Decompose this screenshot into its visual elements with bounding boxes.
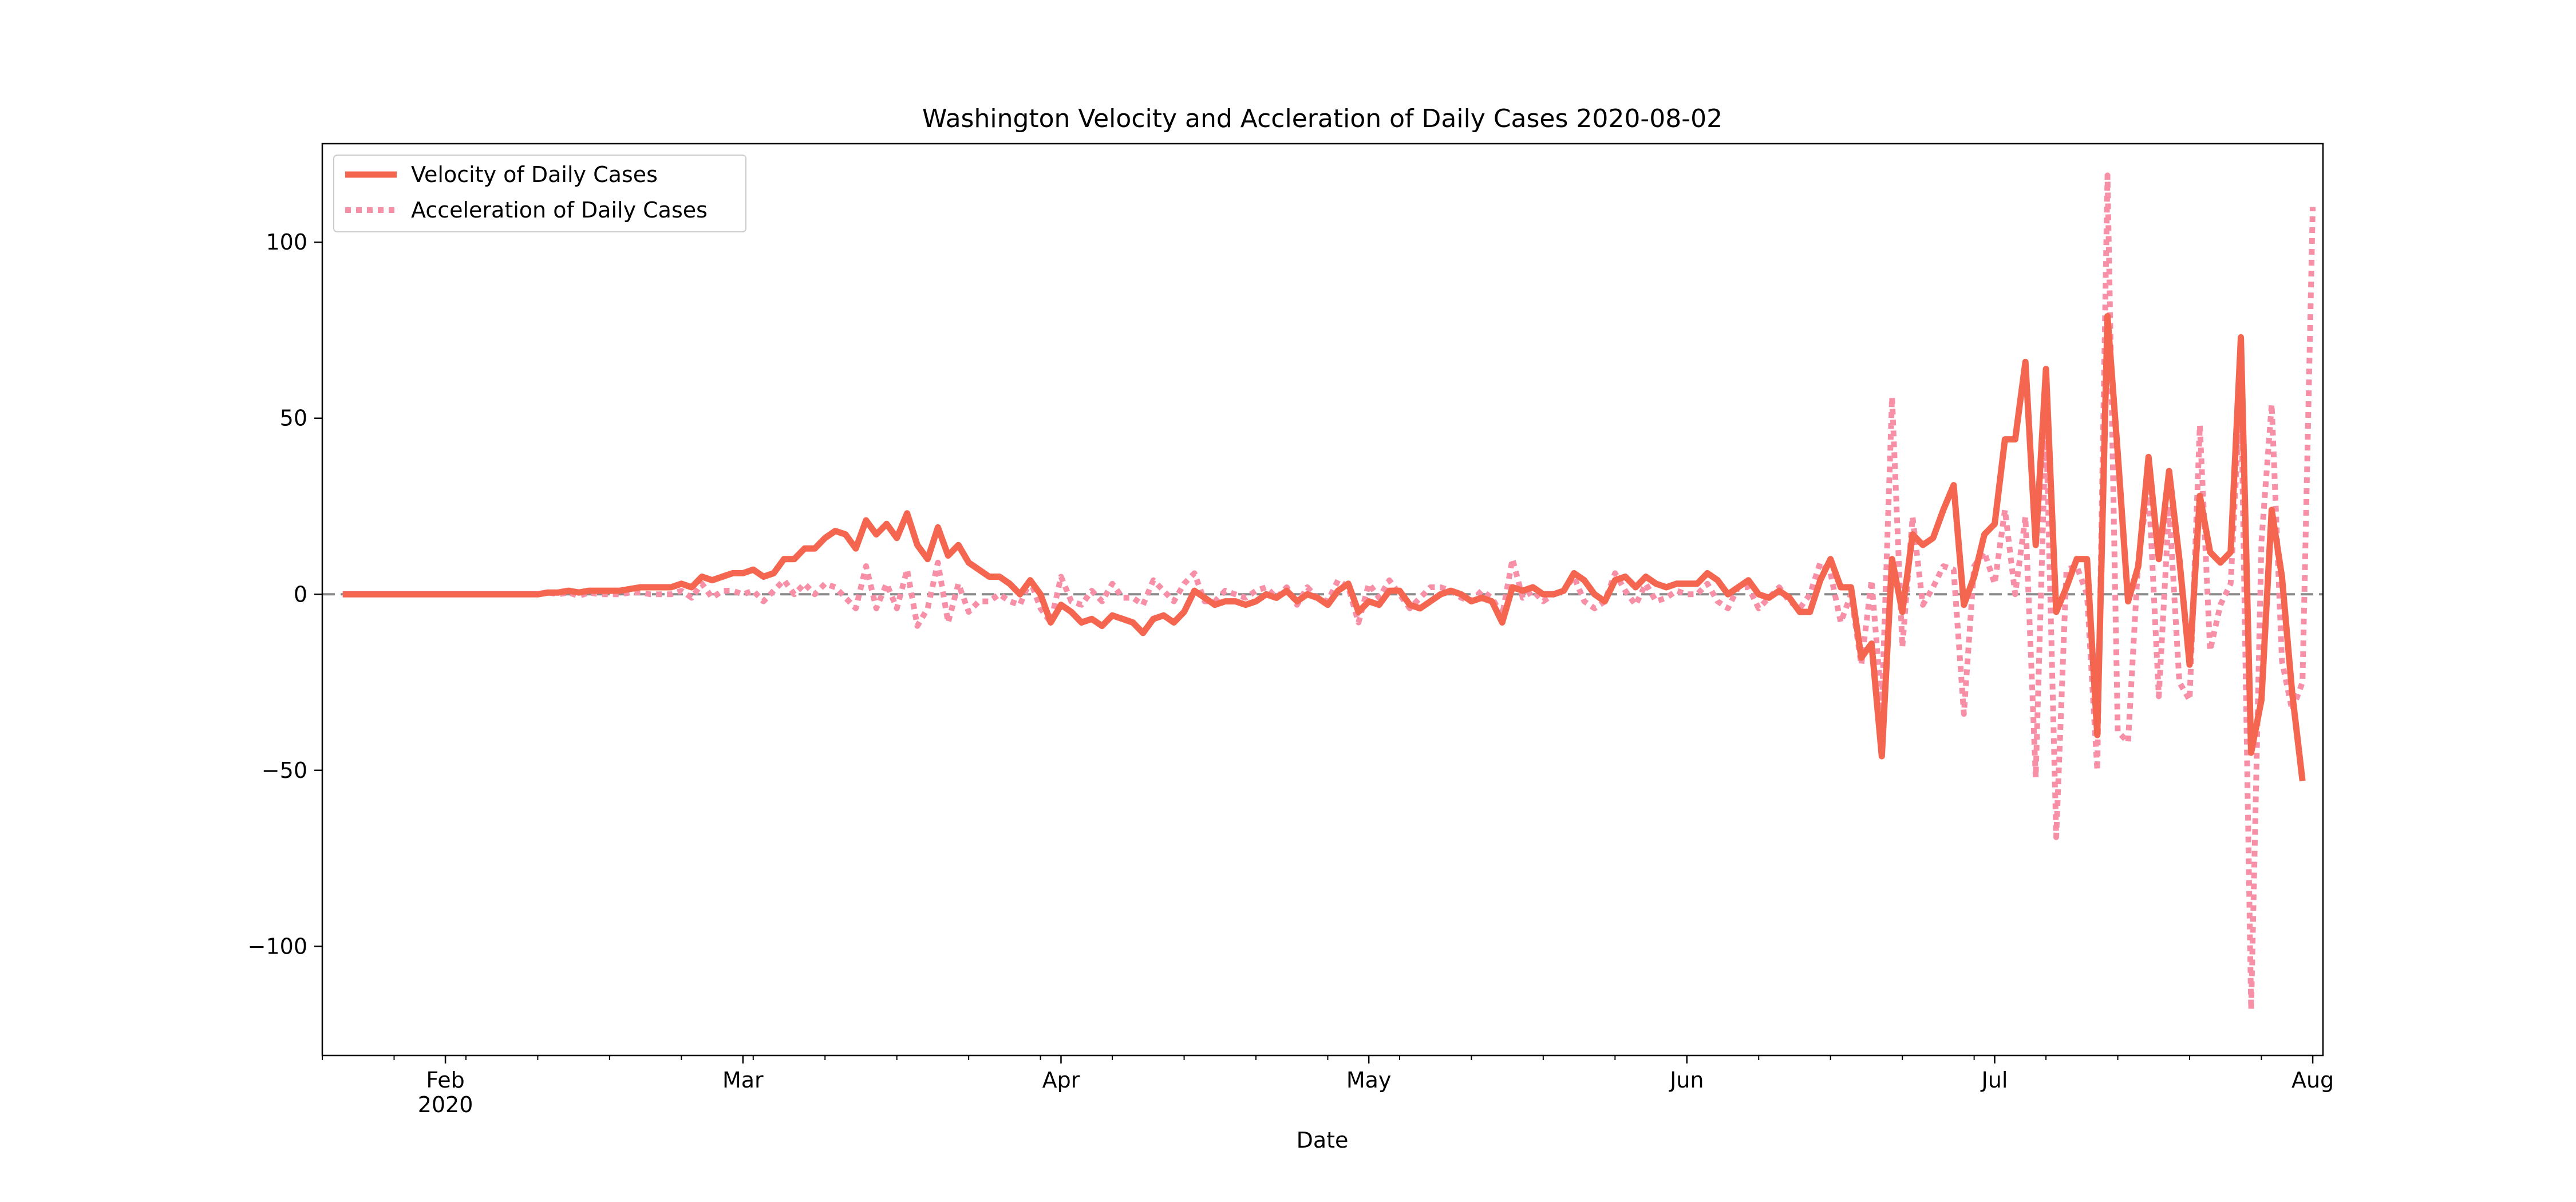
velocity-series-line xyxy=(342,313,2306,781)
chart-title: Washington Velocity and Accleration of D… xyxy=(922,104,1722,133)
y-tick-label: 50 xyxy=(280,406,307,431)
x-tick-label: Jun xyxy=(1669,1067,1704,1093)
y-tick-label: −50 xyxy=(262,758,307,783)
x-tick-label: May xyxy=(1346,1067,1392,1093)
x-tick-label: Aug xyxy=(2291,1067,2334,1093)
x-axis-label: Date xyxy=(1297,1128,1349,1153)
y-axis: −100 −50 0 50 100 xyxy=(248,230,322,959)
series-layer xyxy=(342,172,2316,1013)
y-tick-label: 0 xyxy=(294,582,307,607)
y-tick-label: −100 xyxy=(248,934,307,959)
y-tick-label: 100 xyxy=(266,230,307,255)
legend: Velocity of Daily Cases Acceleration of … xyxy=(333,155,746,232)
x-tick-label: Feb xyxy=(426,1067,464,1093)
x-tick-label: Apr xyxy=(1042,1067,1080,1093)
x-tick-year-label: 2020 xyxy=(418,1092,473,1117)
legend-label-acceleration: Acceleration of Daily Cases xyxy=(411,197,708,223)
legend-label-velocity: Velocity of Daily Cases xyxy=(411,162,658,187)
x-tick-label: Mar xyxy=(722,1067,764,1093)
x-tick-label: Jul xyxy=(1981,1067,2008,1093)
legend-box xyxy=(333,155,746,232)
plot-frame xyxy=(321,143,2324,1057)
